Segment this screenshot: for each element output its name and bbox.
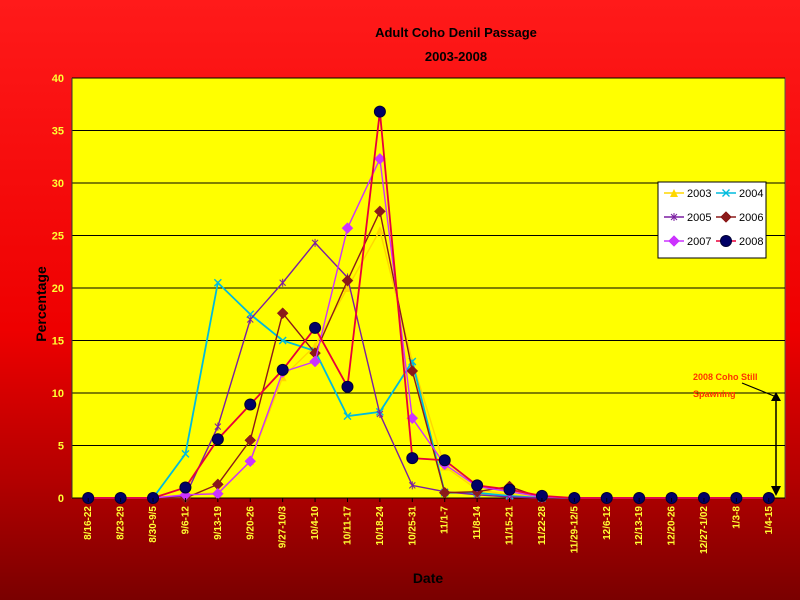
data-point [406,452,419,465]
legend-box [657,181,767,259]
chart-subtitle: 2003-2008 [425,49,487,64]
data-point [309,355,321,368]
y-tick-label: 20 [52,283,64,295]
data-point [722,189,730,197]
data-point [181,449,190,458]
data-point [278,336,287,345]
y-tick-label: 40 [52,73,64,85]
data-point [246,315,254,324]
annotation-arrowhead-down [771,486,781,496]
legend-item-2007: 2007 [664,235,711,248]
data-point [720,235,732,247]
annotation-arrow-diag [741,382,775,397]
legend-item-2003: 2003 [664,188,711,200]
data-point [343,412,352,421]
chart-title: Adult Coho Denil Passage [375,25,537,40]
x-tick-label: 12/27-1/02 [699,506,710,554]
x-tick-label: 10/4-10 [310,506,321,540]
data-point [670,189,678,197]
legend-item-2008: 2008 [716,235,763,248]
x-tick-label: 11/22-28 [537,506,548,545]
x-tick-label: 8/16-22 [83,506,94,540]
legend-label: 2008 [739,236,763,248]
y-tick-label: 10 [52,388,64,400]
data-point [341,222,354,235]
legend-item-2005: 2005 [664,212,711,224]
data-point [309,321,322,334]
x-tick-label: 10/25-31 [407,506,418,546]
data-point [406,365,419,377]
y-tick-label: 5 [58,441,64,453]
x-tick-label: 8/23-29 [116,506,127,540]
series-line-2008 [88,111,769,499]
data-point [341,274,354,287]
annotation-arrowhead-up [771,392,781,401]
y-tick-labels: 0 5 10 15 20 25 30 35 40 [52,73,64,505]
data-point [276,363,289,376]
data-point [244,398,257,411]
data-point [244,434,257,447]
x-tick-label: 12/6-12 [602,506,613,540]
x-tick-label: 1/4-15 [764,506,775,535]
x-axis-label: Date [413,570,444,586]
data-point [279,278,287,287]
data-point [311,238,319,247]
data-point [670,213,678,221]
data-point [276,307,289,320]
data-point [720,211,732,223]
data-point [438,454,451,467]
data-point [375,226,384,235]
y-tick-label: 35 [52,126,64,138]
data-point [211,433,224,446]
y-tick-label: 30 [52,178,64,190]
x-tick-label: 9/6-12 [180,506,191,535]
legend-label: 2005 [687,212,711,224]
y-axis-label: Percentage [33,266,49,342]
data-point [179,481,192,494]
data-point [373,105,386,118]
y-tick-label: 15 [52,336,64,348]
x-tick-label: 10/11-17 [342,506,353,545]
data-point [471,479,484,492]
legend-label: 2003 [687,188,711,200]
x-tick-label: 11/29-12/5 [569,506,580,554]
data-point [213,278,222,287]
data-point [408,481,416,490]
legend-label: 2007 [687,236,711,248]
x-tick-label: 1/3-8 [731,506,742,529]
y-tick-label: 0 [58,493,64,505]
x-tick-label: 11/8-14 [472,506,483,540]
annotation-text-line1: 2008 Coho Still [693,372,758,382]
legend-item-2004: 2004 [716,188,763,200]
x-tick-label: 11/15-21 [505,506,516,545]
data-point [503,483,516,496]
data-point [244,455,257,468]
x-tick-label: 8/30-9/5 [148,506,159,543]
data-point [374,205,386,218]
x-tick-label: 9/13-19 [213,506,224,540]
x-tick-label: 9/20-26 [245,506,256,540]
data-point [668,235,680,247]
legend-item-2006: 2006 [716,211,763,224]
legend-label: 2004 [739,188,763,200]
x-tick-labels: 8/16-22 8/23-29 8/30-9/5 9/6-12 9/13-19 9/20-… [83,498,775,554]
x-tick-label: 12/20-26 [667,506,678,546]
x-tick-label: 11/1-7 [440,506,451,534]
spawning-annotation: 2008 Coho Still Spawning [693,372,781,496]
data-point [214,422,222,431]
y-tick-label: 25 [52,231,64,243]
data-point [341,380,354,393]
data-point [376,410,384,418]
legend: 2003 2004 2005 2006 2007 2008 [657,181,767,259]
legend-label: 2006 [739,212,763,224]
x-tick-label: 12/13-19 [634,506,645,546]
data-point [343,284,352,292]
x-tick-label: 9/27-10/3 [278,506,289,549]
x-tick-label: 10/18-24 [375,506,386,546]
annotation-text-line2: Spawning [693,389,736,399]
